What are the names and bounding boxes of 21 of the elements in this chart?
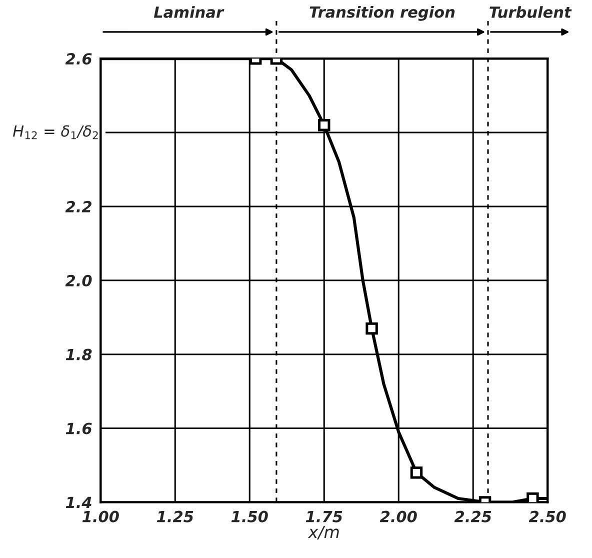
y-tick-label: 1.4 bbox=[66, 496, 92, 508]
x-tick-label: 1.00 bbox=[82, 510, 119, 522]
y-tick-label: 1.6 bbox=[66, 422, 92, 434]
y-axis-title: H$_{12}$ = δ$_{1}$/δ$_{2}$ bbox=[12, 125, 98, 140]
y-tick-label: 2.2 bbox=[65, 200, 92, 212]
x-axis-title: x/m bbox=[308, 526, 339, 540]
x-tick-label: 1.25 bbox=[156, 510, 194, 522]
text: Laminar bbox=[154, 6, 224, 18]
x-tick-label: 2.25 bbox=[454, 510, 492, 522]
text: Turbulent bbox=[490, 6, 572, 18]
x-tick-label: 2.50 bbox=[528, 510, 566, 522]
x-tick-label: 1.75 bbox=[306, 511, 342, 522]
point bbox=[410, 466, 423, 479]
point bbox=[366, 322, 378, 335]
y-tick-label: 1.8 bbox=[66, 348, 92, 360]
point bbox=[526, 492, 539, 502]
y-tick-label: 2.0 bbox=[65, 274, 92, 286]
x-tick-label: 1.50 bbox=[231, 510, 268, 522]
text: Transition region bbox=[310, 6, 455, 21]
y-tick-label: 2.6 bbox=[65, 53, 92, 65]
x-tick-label: 2.00 bbox=[380, 510, 417, 522]
